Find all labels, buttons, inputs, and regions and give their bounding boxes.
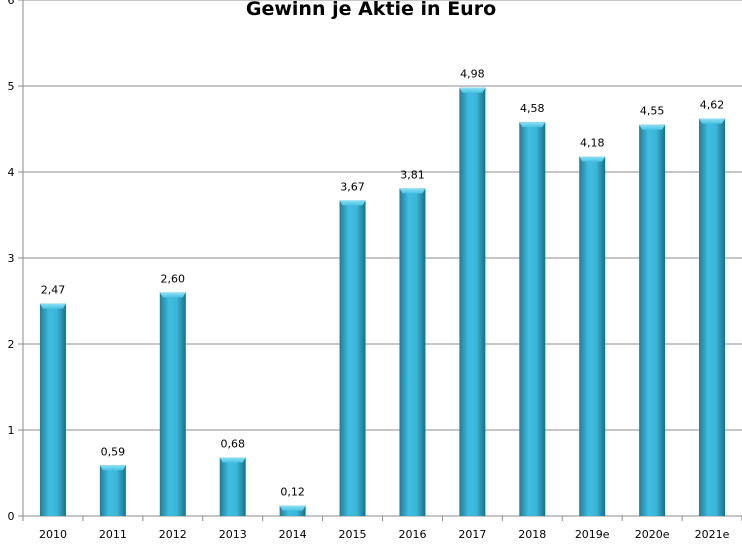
x-tick-label: 2015 [339,528,367,541]
bar [519,122,546,517]
bar-cap [519,122,546,128]
x-tick-label: 2013 [219,528,247,541]
data-label: 2,60 [161,272,186,285]
bar [399,188,426,516]
data-label: 4,55 [640,105,665,118]
data-label: 3,81 [400,168,425,181]
data-label: 4,62 [700,99,725,112]
bar-cap [99,465,126,471]
x-tick-label: 2021e [695,528,730,541]
bar-cap [159,292,186,298]
y-tick-label: 4 [8,166,15,179]
data-label: 4,98 [460,68,485,81]
y-tick-label: 1 [8,424,15,437]
x-tick-label: 2018 [518,528,546,541]
x-tick-label: 2011 [99,528,127,541]
bar-cap [219,457,246,463]
y-tick-label: 3 [8,252,15,265]
y-tick-label: 0 [8,510,15,523]
bar-cap [639,124,666,130]
chart-title: Gewinn je Aktie in Euro [245,0,497,20]
bar [339,200,366,516]
data-label: 3,67 [340,180,365,193]
data-label: 0,12 [280,486,305,499]
x-tick-label: 2010 [39,528,67,541]
bar [219,457,246,516]
bar-cap [279,505,306,511]
bar [699,118,726,517]
y-tick-label: 5 [8,80,15,93]
bar-cap [39,303,66,309]
bar [99,465,126,516]
bar-cap [339,200,366,206]
y-tick-label: 6 [8,0,15,7]
bar [159,292,186,516]
x-tick-label: 2019e [575,528,610,541]
x-tick-label: 2016 [398,528,426,541]
data-label: 0,59 [101,445,126,458]
data-label: 0,68 [220,438,245,451]
bar [459,87,486,516]
bar-cap [399,188,426,194]
x-tick-label: 2014 [279,528,307,541]
x-tick-label: 2020e [635,528,670,541]
data-label: 4,18 [580,137,605,150]
data-label: 4,58 [520,102,545,115]
data-label: 2,47 [41,284,66,297]
x-tick-label: 2012 [159,528,187,541]
x-tick-label: 2017 [458,528,486,541]
bar [39,303,66,516]
bar [579,156,606,516]
bar [639,124,666,516]
y-tick-label: 2 [8,338,15,351]
bar-cap [459,87,486,93]
bar-cap [699,118,726,124]
bar-cap [579,156,606,162]
bar [279,505,306,516]
